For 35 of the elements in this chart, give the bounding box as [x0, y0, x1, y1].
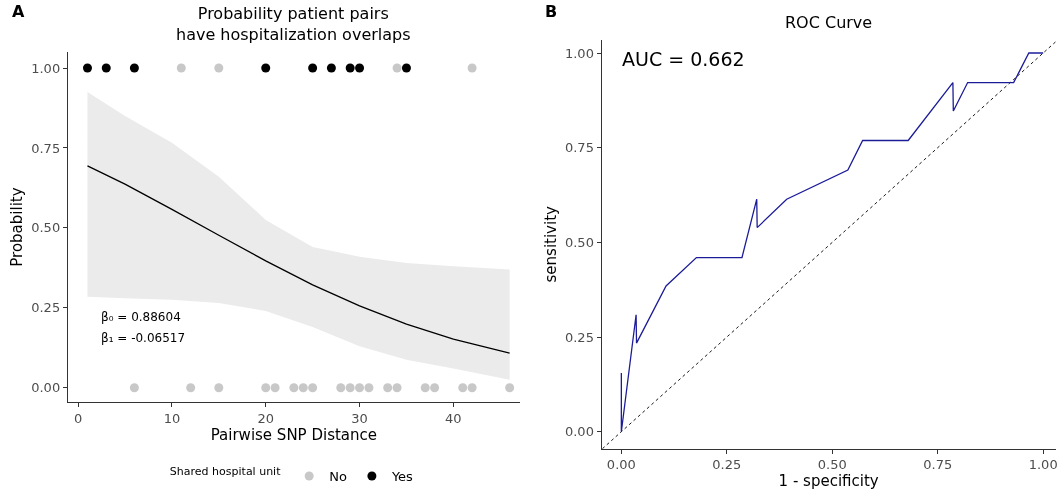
x-axis-title: Pairwise SNP Distance — [210, 425, 378, 444]
y-tick-label: 0.00 — [564, 424, 594, 440]
annotation: AUC = 0.662 — [622, 48, 745, 70]
x-tick-label: 0.25 — [712, 457, 742, 473]
x-tick-label: 40 — [445, 410, 462, 426]
x-tick-label: 10 — [163, 410, 181, 426]
legend-label: Yes — [390, 469, 414, 485]
text: B — [545, 2, 558, 21]
y-axis-title: sensitivity — [542, 205, 561, 283]
chart-title: ROC Curve — [785, 13, 873, 32]
x-tick-label: 0.75 — [923, 457, 953, 473]
y-tick-label: 0.50 — [564, 234, 594, 250]
chart-title: Probability patient pairs have hospitalization overlaps — [176, 4, 411, 44]
legend-label: No — [329, 469, 347, 485]
annotation: β₀ = 0.88604 — [101, 310, 181, 324]
line-series — [86, 165, 511, 354]
annotation: β₁ = -0.06517 — [101, 331, 186, 345]
x-tick-label: 0.50 — [817, 457, 847, 473]
legend-title: Shared hospital unit — [169, 465, 282, 479]
y-axis-title: Probability — [8, 187, 27, 267]
y-tick-label: 0.75 — [564, 140, 594, 156]
y-tick-label: 0.25 — [564, 329, 594, 345]
x-tick-label: 0 — [73, 410, 83, 426]
text: A — [12, 2, 25, 21]
y-tick-label: 0.25 — [31, 300, 61, 316]
x-tick-label: 20 — [257, 410, 274, 426]
y-tick-label: 0.00 — [31, 380, 61, 396]
x-tick-label: 30 — [351, 410, 368, 426]
x-axis-title: 1 - specificity — [778, 472, 879, 491]
x-tick-label: 0.00 — [606, 457, 636, 473]
y-tick-label: 0.50 — [31, 220, 61, 236]
y-tick-label: 1.00 — [564, 45, 594, 61]
y-tick-label: 0.75 — [31, 140, 61, 156]
y-tick-label: 1.00 — [31, 60, 61, 76]
x-tick-label: 1.00 — [1028, 457, 1058, 473]
